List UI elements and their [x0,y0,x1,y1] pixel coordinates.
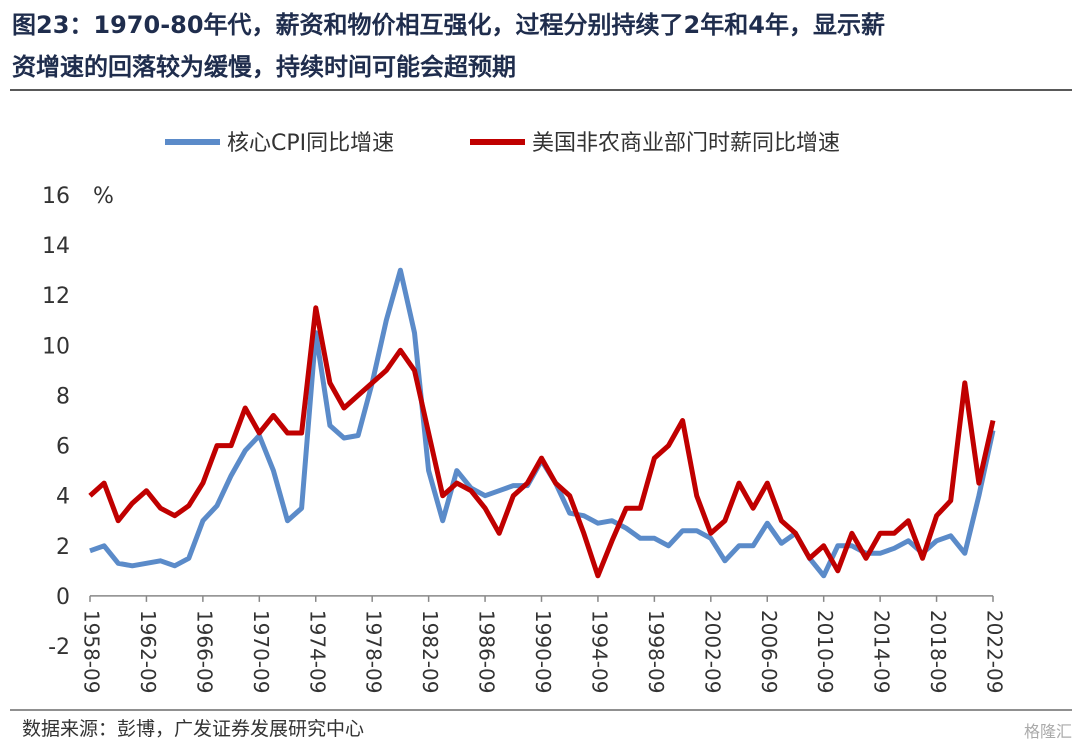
chart-title: 图23：1970-80年代，薪资和物价相互强化，过程分别持续了2年和4年，显示薪 [12,11,885,39]
source: 数据来源：彭博，广发证券发展研究中心 [22,718,364,740]
x-tick-label: 2018-09 [926,610,950,694]
x-tick-label: 1966-09 [192,610,216,694]
series-line [89,267,996,579]
x-tick-label: 1970-09 [249,610,273,694]
y-tick-label: 2 [56,535,70,560]
y-tick-label: 16 [42,184,70,209]
x-tick-label: 2006-09 [757,610,781,694]
x-tick-label: 1994-09 [587,610,611,694]
y-tick-label: -2 [48,635,70,660]
x-tick-label: 1990-09 [531,610,555,694]
legend-label: 美国非农商业部门时薪同比增速 [532,131,840,156]
x-tick-label: 1962-09 [136,610,160,694]
y-tick-label: 0 [56,585,70,610]
y-tick-label: 8 [56,384,70,409]
x-tick-label: 1986-09 [475,610,499,694]
x-tick-label: 1958-09 [80,610,104,694]
x-tick-label: 2014-09 [870,610,894,694]
y-tick-label: 14 [42,234,70,259]
x-tick-label: 2022-09 [983,610,1007,694]
x-tick-label: 2010-09 [813,610,837,694]
y-tick-label: 6 [56,435,70,460]
x-tick-label: 2002-09 [700,610,724,694]
x-tick-label: 1974-09 [305,610,329,694]
y-tick-label: 12 [42,284,70,309]
y-tick-label: 4 [56,485,70,510]
x-tick-label: 1998-09 [644,610,668,694]
series-line [88,305,996,579]
chart-title: 资增速的回落较为缓慢，持续时间可能会超预期 [12,53,516,81]
y-unit: % [93,184,114,209]
legend-label: 核心CPI同比增速 [227,131,394,156]
x-tick-label: 1978-09 [362,610,386,694]
watermark: 格隆汇 [1024,722,1072,741]
x-tick-label: 1982-09 [418,610,442,694]
y-tick-label: 10 [42,334,70,359]
